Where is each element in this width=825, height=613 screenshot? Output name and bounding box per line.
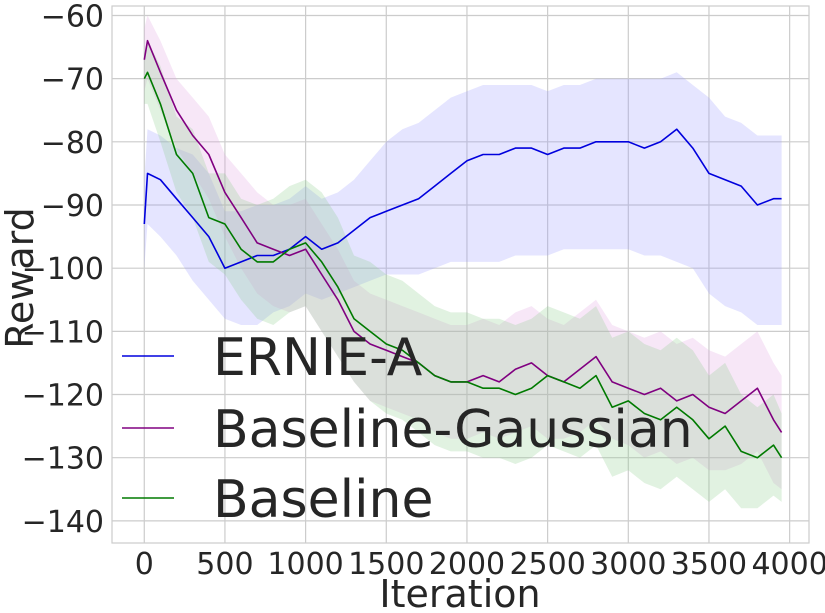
confidence-bands (144, 15, 782, 509)
y-tick-label: −70 (41, 63, 104, 98)
grid-lines (112, 6, 809, 543)
y-axis-label: Reward (0, 207, 42, 349)
x-tick-label: 4000 (751, 547, 825, 582)
plot-background (112, 6, 809, 543)
y-tick-label: −120 (22, 379, 104, 414)
legend-label-2: Baseline (213, 470, 433, 530)
series-lines (143, 39, 783, 459)
series-band-0 (144, 72, 782, 325)
legend-label-1: Baseline-Gaussian (213, 400, 693, 460)
y-tick-label: −80 (41, 126, 104, 161)
plot-frame (111, 5, 810, 544)
series-line-0 (143, 128, 782, 270)
x-tick-label: 2500 (509, 547, 585, 582)
series-line-2 (143, 71, 783, 459)
x-tick-label: 1500 (348, 547, 424, 582)
x-tick-label: 3500 (671, 547, 747, 582)
y-tick-label: −90 (41, 189, 104, 224)
series-band-2 (144, 40, 782, 509)
legend: ERNIE-A Baseline-Gaussian Baseline (122, 328, 693, 530)
x-tick-label: 1000 (267, 547, 343, 582)
legend-label-0: ERNIE-A (213, 328, 423, 388)
y-tick-label: −110 (22, 315, 104, 350)
y-tick-label: −130 (22, 442, 104, 477)
y-tick-label: −100 (22, 252, 104, 287)
x-tick-label: 3000 (590, 547, 666, 582)
y-tick-label: −60 (41, 0, 104, 34)
series-band-1 (144, 15, 782, 490)
x-axis-label: Iteration (379, 572, 540, 613)
x-tick-label: 0 (135, 547, 154, 582)
y-tick-labels: −60 −70 −80 −90 −100 −110 −120 −130 −140 (22, 0, 104, 540)
x-tick-label: 500 (196, 547, 253, 582)
x-tick-label: 2000 (429, 547, 505, 582)
y-tick-label: −140 (22, 505, 104, 540)
x-tick-labels: 0 500 1000 1500 2000 2500 3000 3500 4000 (135, 547, 825, 582)
